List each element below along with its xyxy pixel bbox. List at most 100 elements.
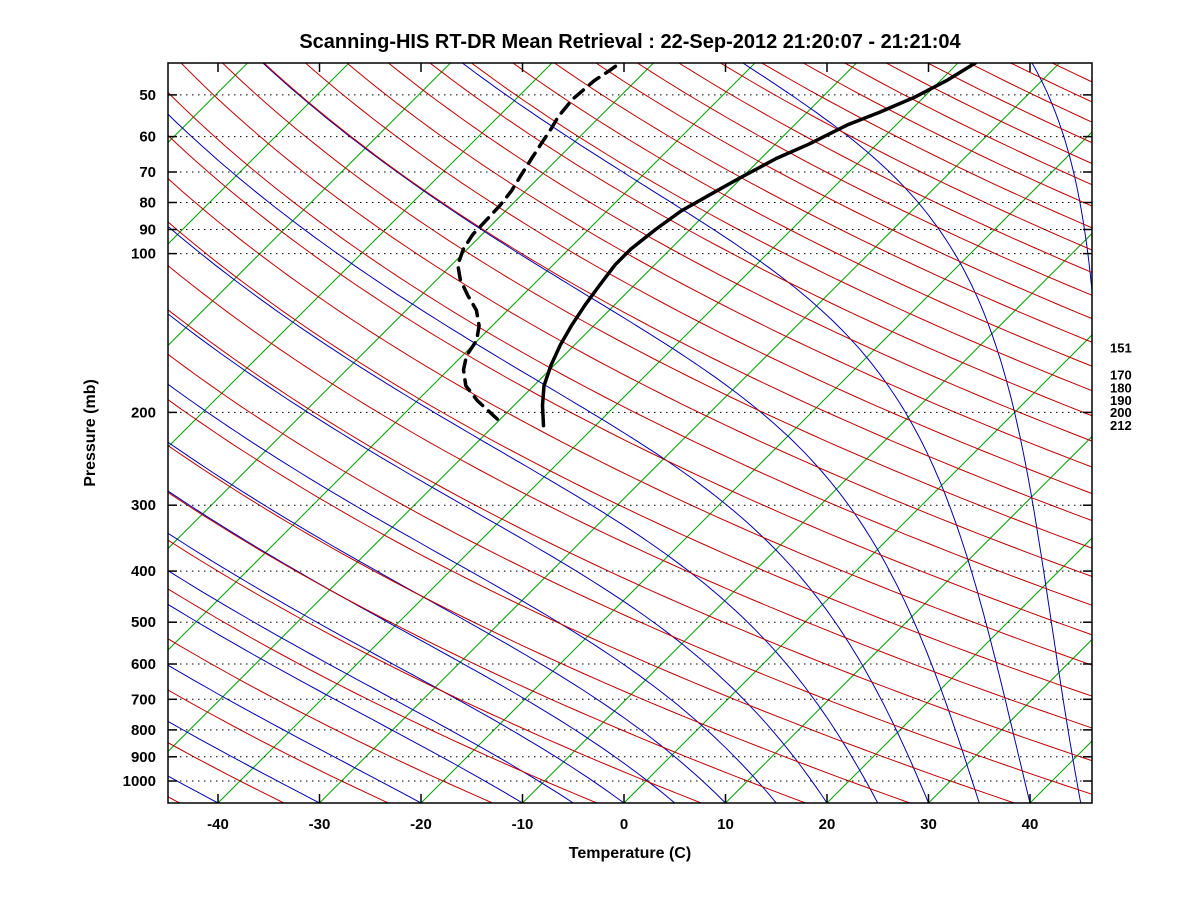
isotherm-line xyxy=(319,63,1060,803)
dry-adiabat-line xyxy=(168,399,1015,803)
dry-adiabat-line xyxy=(263,63,1092,522)
moist-adiabat-line xyxy=(742,63,1082,803)
x-tick-label: -40 xyxy=(207,816,229,833)
dry-adiabat-line xyxy=(168,265,1092,729)
y-tick-label: 900 xyxy=(131,749,156,766)
isotherm-line xyxy=(168,63,350,245)
axis-ticks xyxy=(168,63,1092,803)
dry-adiabat-line xyxy=(803,63,1092,207)
dry-adiabat-line xyxy=(168,638,493,803)
dry-adiabat-line xyxy=(595,63,1092,320)
right-pressure-label: 151 xyxy=(1110,341,1132,356)
x-axis-label: Temperature (C) xyxy=(569,845,691,862)
dry-adiabat-line xyxy=(720,63,1092,251)
moist-adiabat-line xyxy=(168,664,422,803)
moist-adiabat-line xyxy=(168,603,523,803)
x-tick-label: 20 xyxy=(819,816,836,833)
isotherm-line xyxy=(168,63,756,651)
isotherm-line xyxy=(826,537,1092,803)
isotherm-lines xyxy=(168,63,1092,803)
isotherm-line xyxy=(420,131,1092,803)
dry-adiabat-line xyxy=(512,63,1092,367)
dry-adiabat-line xyxy=(168,221,1092,697)
y-axis-label: Pressure (mb) xyxy=(82,379,99,487)
dry-adiabat-line xyxy=(222,63,1092,549)
dry-adiabat-line xyxy=(678,63,1092,274)
moist-adiabat-line xyxy=(168,532,625,803)
dry-adiabat-line xyxy=(168,134,1092,636)
right-pressure-label: 170 xyxy=(1110,368,1132,383)
y-tick-label: 60 xyxy=(139,129,156,146)
isotherm-line xyxy=(168,63,451,347)
plot-border xyxy=(167,62,1093,804)
chart-title: Scanning-HIS RT-DR Mean Retrieval : 22-S… xyxy=(299,31,961,53)
dry-adiabat-line xyxy=(180,63,1092,577)
dry-adiabat-line xyxy=(168,491,806,803)
moist-adiabat-line xyxy=(168,313,828,803)
moist-adiabat-lines xyxy=(0,63,1092,803)
moist-adiabat-line xyxy=(168,720,320,803)
pressure-gridlines xyxy=(168,94,1092,782)
isotherm-line xyxy=(168,63,654,550)
dry-adiabat-line xyxy=(168,444,910,803)
chart-layers: 5060708090100200300400500600700800900100… xyxy=(0,62,1132,833)
y-tick-label: 800 xyxy=(131,722,156,739)
moist-adiabat-line xyxy=(168,441,726,803)
right-pressure-label: 212 xyxy=(1110,418,1132,433)
dry-adiabat-line xyxy=(429,63,1092,417)
temperature-profile-line xyxy=(540,63,978,428)
dewpoint-profile-line xyxy=(456,63,622,421)
moist-adiabat-line xyxy=(262,63,980,803)
dry-adiabat-line xyxy=(388,63,1092,442)
x-tick-label: 0 xyxy=(620,816,628,833)
moist-adiabat-line xyxy=(168,570,574,803)
dry-adiabat-line xyxy=(168,309,1092,762)
y-tick-label: 600 xyxy=(131,656,156,673)
y-tick-label: 1000 xyxy=(123,773,156,790)
y-tick-label: 90 xyxy=(139,222,156,239)
y-tick-label: 70 xyxy=(139,164,156,181)
dry-adiabat-line xyxy=(637,63,1092,296)
isotherm-line xyxy=(168,63,553,448)
dry-adiabat-line xyxy=(471,63,1092,392)
moist-adiabat-line xyxy=(462,63,1031,803)
moist-adiabat-line xyxy=(168,113,929,803)
y-tick-label: 500 xyxy=(131,614,156,631)
moist-adiabat-line xyxy=(0,63,117,803)
dry-adiabat-line xyxy=(168,91,1092,606)
moist-adiabat-line xyxy=(168,775,219,803)
dry-adiabat-line xyxy=(305,63,1092,495)
x-tick-label: -30 xyxy=(309,816,331,833)
dry-adiabat-line xyxy=(168,588,598,803)
moist-adiabat-line xyxy=(168,383,777,803)
dry-adiabat-line xyxy=(554,63,1092,343)
isotherm-line xyxy=(217,63,959,803)
isotherm-line xyxy=(725,435,1092,803)
dry-adiabat-line xyxy=(927,63,1092,144)
moist-adiabat-line xyxy=(168,225,879,803)
x-tick-label: 30 xyxy=(920,816,937,833)
y-tick-label: 400 xyxy=(131,563,156,580)
right-pressure-label: 190 xyxy=(1110,393,1132,408)
y-tick-label: 50 xyxy=(139,87,156,104)
x-tick-label: -10 xyxy=(512,816,534,833)
dry-adiabat-line xyxy=(761,63,1092,229)
x-tick-label: 40 xyxy=(1022,816,1039,833)
moist-adiabat-line xyxy=(168,490,676,803)
y-tick-label: 200 xyxy=(131,404,156,421)
dry-adiabat-line xyxy=(168,689,389,803)
dry-adiabat-line xyxy=(886,63,1092,165)
right-pressure-label: 200 xyxy=(1110,405,1132,420)
y-tick-label: 80 xyxy=(139,195,156,212)
isotherm-line xyxy=(623,334,1092,803)
y-tick-label: 100 xyxy=(131,246,156,263)
dry-adiabat-line xyxy=(168,353,1092,795)
moist-adiabat-line xyxy=(1031,63,1092,297)
dry-adiabat-line xyxy=(168,539,702,803)
x-tick-label: 10 xyxy=(717,816,734,833)
isotherm-line xyxy=(522,232,1092,803)
x-tick-label: -20 xyxy=(410,816,432,833)
y-tick-label: 700 xyxy=(131,691,156,708)
